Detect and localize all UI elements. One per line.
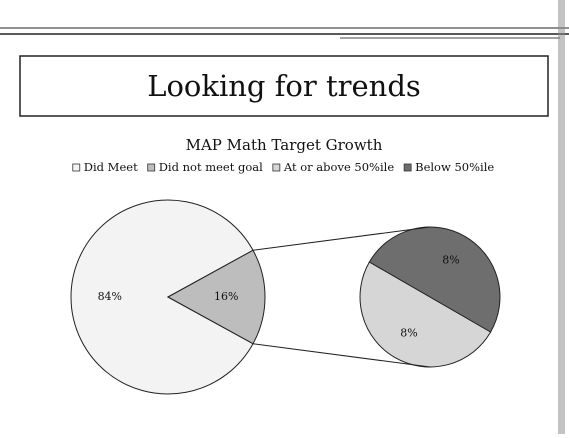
pie-slice bbox=[368, 226, 501, 333]
chart-title: MAP Math Target Growth bbox=[186, 136, 383, 154]
legend-label: Did Meet bbox=[84, 160, 138, 174]
legend: Did Meet Did not meet goal At or above 50%… bbox=[72, 160, 494, 174]
slide-title: Looking for trends bbox=[147, 69, 421, 103]
legend-swatch bbox=[72, 163, 81, 172]
legend-swatch bbox=[147, 163, 156, 172]
legend-label: Below 50%ile bbox=[415, 160, 494, 174]
title-box bbox=[19, 55, 549, 117]
connector-line bbox=[252, 343, 431, 368]
legend-label: Did not meet goal bbox=[159, 160, 263, 174]
legend-swatch bbox=[272, 163, 281, 172]
data-label: 84% bbox=[98, 290, 122, 303]
connector-line bbox=[252, 226, 431, 251]
pie-slice bbox=[166, 249, 266, 345]
data-label: 16% bbox=[214, 290, 238, 303]
data-label: 8% bbox=[442, 254, 459, 267]
pie-slice bbox=[70, 199, 254, 395]
pie-slice bbox=[359, 261, 492, 368]
data-label: 8% bbox=[400, 326, 417, 339]
legend-swatch bbox=[403, 163, 412, 172]
decor-edge bbox=[558, 0, 565, 434]
legend-label: At or above 50%ile bbox=[283, 160, 394, 174]
plot-area: 84% 16% 8% 8% bbox=[70, 199, 501, 395]
